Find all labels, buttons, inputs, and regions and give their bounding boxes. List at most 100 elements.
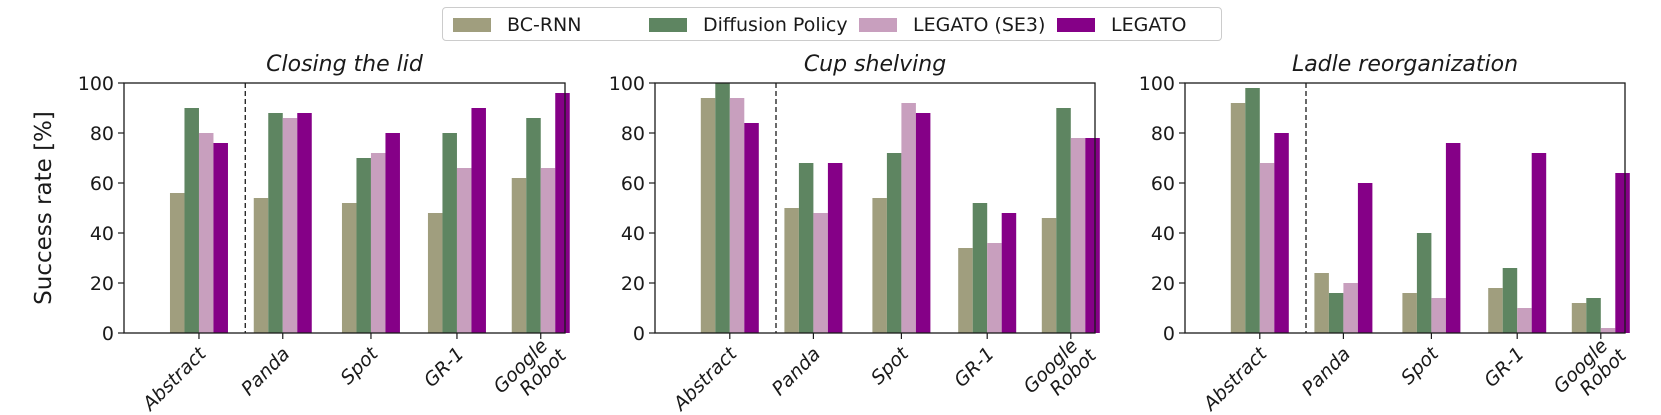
legend-item-diffusion-policy: Diffusion Policy (649, 14, 848, 36)
bar-p1-bc-rnn-0 (169, 193, 185, 333)
x-tick-label-line: GR-1 (1480, 343, 1529, 392)
plot-frame-p3 (1184, 82, 1626, 334)
legend-swatch-bc-rnn (453, 18, 491, 32)
x-tick-label-line: Spot (336, 342, 383, 389)
bar-p2-bc-rnn-2 (872, 198, 887, 333)
bar-p1-legato-se3--1 (282, 118, 298, 333)
legend-item-legato: LEGATO (1057, 14, 1186, 36)
bar-p1-diffusion-policy-3 (442, 133, 457, 333)
bar-p1-diffusion-policy-0 (184, 108, 199, 333)
x-tick-label-p2-0: Abstract (668, 342, 742, 415)
y-tick-label-p2-40: 40 (621, 223, 645, 245)
bar-p3-legato-0 (1274, 133, 1289, 333)
legend-swatch-legato (1057, 18, 1095, 32)
bar-p3-diffusion-policy-1 (1328, 293, 1344, 333)
legend-item-bc-rnn: BC-RNN (453, 14, 582, 36)
bar-p2-bc-rnn-1 (784, 208, 799, 333)
x-tick-label-p2-3: GR-1 (950, 343, 999, 392)
bar-p3-legato-4 (1615, 173, 1630, 333)
bar-p1-diffusion-policy-1 (268, 113, 283, 333)
legend-label-legato-se3: LEGATO (SE3) (913, 14, 1046, 36)
bar-p2-legato-se3--1 (813, 213, 828, 333)
bar-p1-bc-rnn-3 (427, 213, 443, 333)
bar-p1-legato-se3--2 (370, 153, 386, 333)
bar-p2-legato-3 (1001, 213, 1017, 333)
bar-p2-legato-se3--2 (901, 103, 916, 333)
legend-item-legato-se3: LEGATO (SE3) (859, 14, 1046, 36)
bar-p1-legato-2 (385, 133, 400, 333)
bar-p1-legato-se3--4 (540, 168, 556, 333)
x-tick-label-line: Abstract (1198, 342, 1272, 415)
bar-p3-bc-rnn-1 (1314, 273, 1329, 333)
bar-p3-bc-rnn-3 (1488, 288, 1503, 333)
bar-p2-legato-2 (915, 113, 931, 333)
y-tick-label-p3-0: 0 (1163, 323, 1175, 345)
bar-p2-diffusion-policy-4 (1056, 108, 1071, 333)
plot-frame-p1 (123, 82, 566, 334)
x-tick-label-p1-4: GoogleRobot (489, 330, 571, 412)
bar-p2-diffusion-policy-2 (886, 153, 902, 333)
y-tick-label-p2-100: 100 (609, 73, 645, 95)
x-tick-label-line: Abstract (137, 342, 211, 415)
y-tick-label-p2-60: 60 (621, 173, 645, 195)
legend-label-bc-rnn: BC-RNN (507, 14, 582, 36)
chart-title-2: Cup shelving (804, 52, 946, 77)
y-tick-label-p2-0: 0 (633, 323, 645, 345)
bar-p1-legato-3 (471, 108, 486, 333)
legend: BC-RNN Diffusion Policy LEGATO (SE3) LEG… (442, 7, 1222, 41)
bar-p3-legato-se3--3 (1517, 308, 1532, 333)
bar-p1-legato-se3--0 (198, 133, 214, 333)
x-tick-label-p1-0: Abstract (137, 342, 211, 415)
bar-p1-bc-rnn-4 (511, 178, 527, 333)
bar-p2-bc-rnn-3 (958, 248, 973, 333)
y-tick-label-p1-60: 60 (90, 173, 114, 195)
x-tick-label-p1-3: GR-1 (420, 343, 469, 392)
bar-p1-bc-rnn-1 (253, 198, 269, 333)
x-tick-label-line: Panda (1298, 343, 1355, 400)
bar-p2-legato-1 (827, 163, 843, 333)
y-tick-label-p3-80: 80 (1151, 123, 1175, 145)
bar-p3-bc-rnn-2 (1402, 293, 1417, 333)
bar-p3-legato-se3--0 (1259, 163, 1275, 333)
bar-p1-bc-rnn-2 (341, 203, 357, 333)
y-tick-label-p1-80: 80 (90, 123, 114, 145)
legend-swatch-diffusion-policy (649, 18, 687, 32)
bar-p3-bc-rnn-4 (1571, 303, 1587, 333)
x-tick-label-line: Panda (237, 343, 294, 400)
x-tick-label-line: Abstract (668, 342, 742, 415)
y-tick-label-p1-0: 0 (102, 323, 114, 345)
y-tick-label-p2-80: 80 (621, 123, 645, 145)
bar-p1-diffusion-policy-4 (526, 118, 541, 333)
x-tick-label-line: GR-1 (420, 343, 469, 392)
x-tick-label-line: GR-1 (950, 343, 999, 392)
x-tick-label-p2-2: Spot (867, 342, 914, 389)
x-tick-label-p3-1: Panda (1298, 343, 1355, 400)
x-tick-label-p3-3: GR-1 (1480, 343, 1529, 392)
bar-p2-diffusion-policy-0 (715, 83, 730, 333)
bar-p3-legato-2 (1445, 143, 1461, 333)
bar-p3-legato-se3--4 (1600, 328, 1616, 333)
x-tick-label-line: Panda (768, 343, 825, 400)
y-tick-label-p3-40: 40 (1151, 223, 1175, 245)
chart-title-1: Closing the lid (266, 52, 424, 77)
bar-p2-diffusion-policy-1 (798, 163, 814, 333)
bar-p3-bc-rnn-0 (1230, 103, 1246, 333)
x-tick-label-line: Spot (1397, 342, 1444, 389)
y-tick-label-p1-20: 20 (90, 273, 114, 295)
y-axis-label: Success rate [%] (31, 111, 57, 305)
bar-p3-legato-se3--1 (1343, 283, 1358, 333)
x-tick-label-p3-4: GoogleRobot (1549, 330, 1631, 412)
bar-p2-bc-rnn-4 (1041, 218, 1057, 333)
bar-p2-legato-4 (1085, 138, 1100, 333)
plot-frame-p2 (654, 82, 1096, 334)
x-tick-label-p2-4: GoogleRobot (1019, 330, 1101, 412)
y-tick-label-p1-100: 100 (78, 73, 114, 95)
bar-p2-legato-se3--0 (729, 98, 745, 333)
y-tick-label-p3-100: 100 (1139, 73, 1175, 95)
bar-p3-diffusion-policy-4 (1586, 298, 1601, 333)
bar-p1-legato-se3--3 (456, 168, 472, 333)
bar-p2-legato-se3--4 (1070, 138, 1086, 333)
legend-swatch-legato-se3 (859, 18, 897, 32)
bar-p3-legato-se3--2 (1431, 298, 1446, 333)
